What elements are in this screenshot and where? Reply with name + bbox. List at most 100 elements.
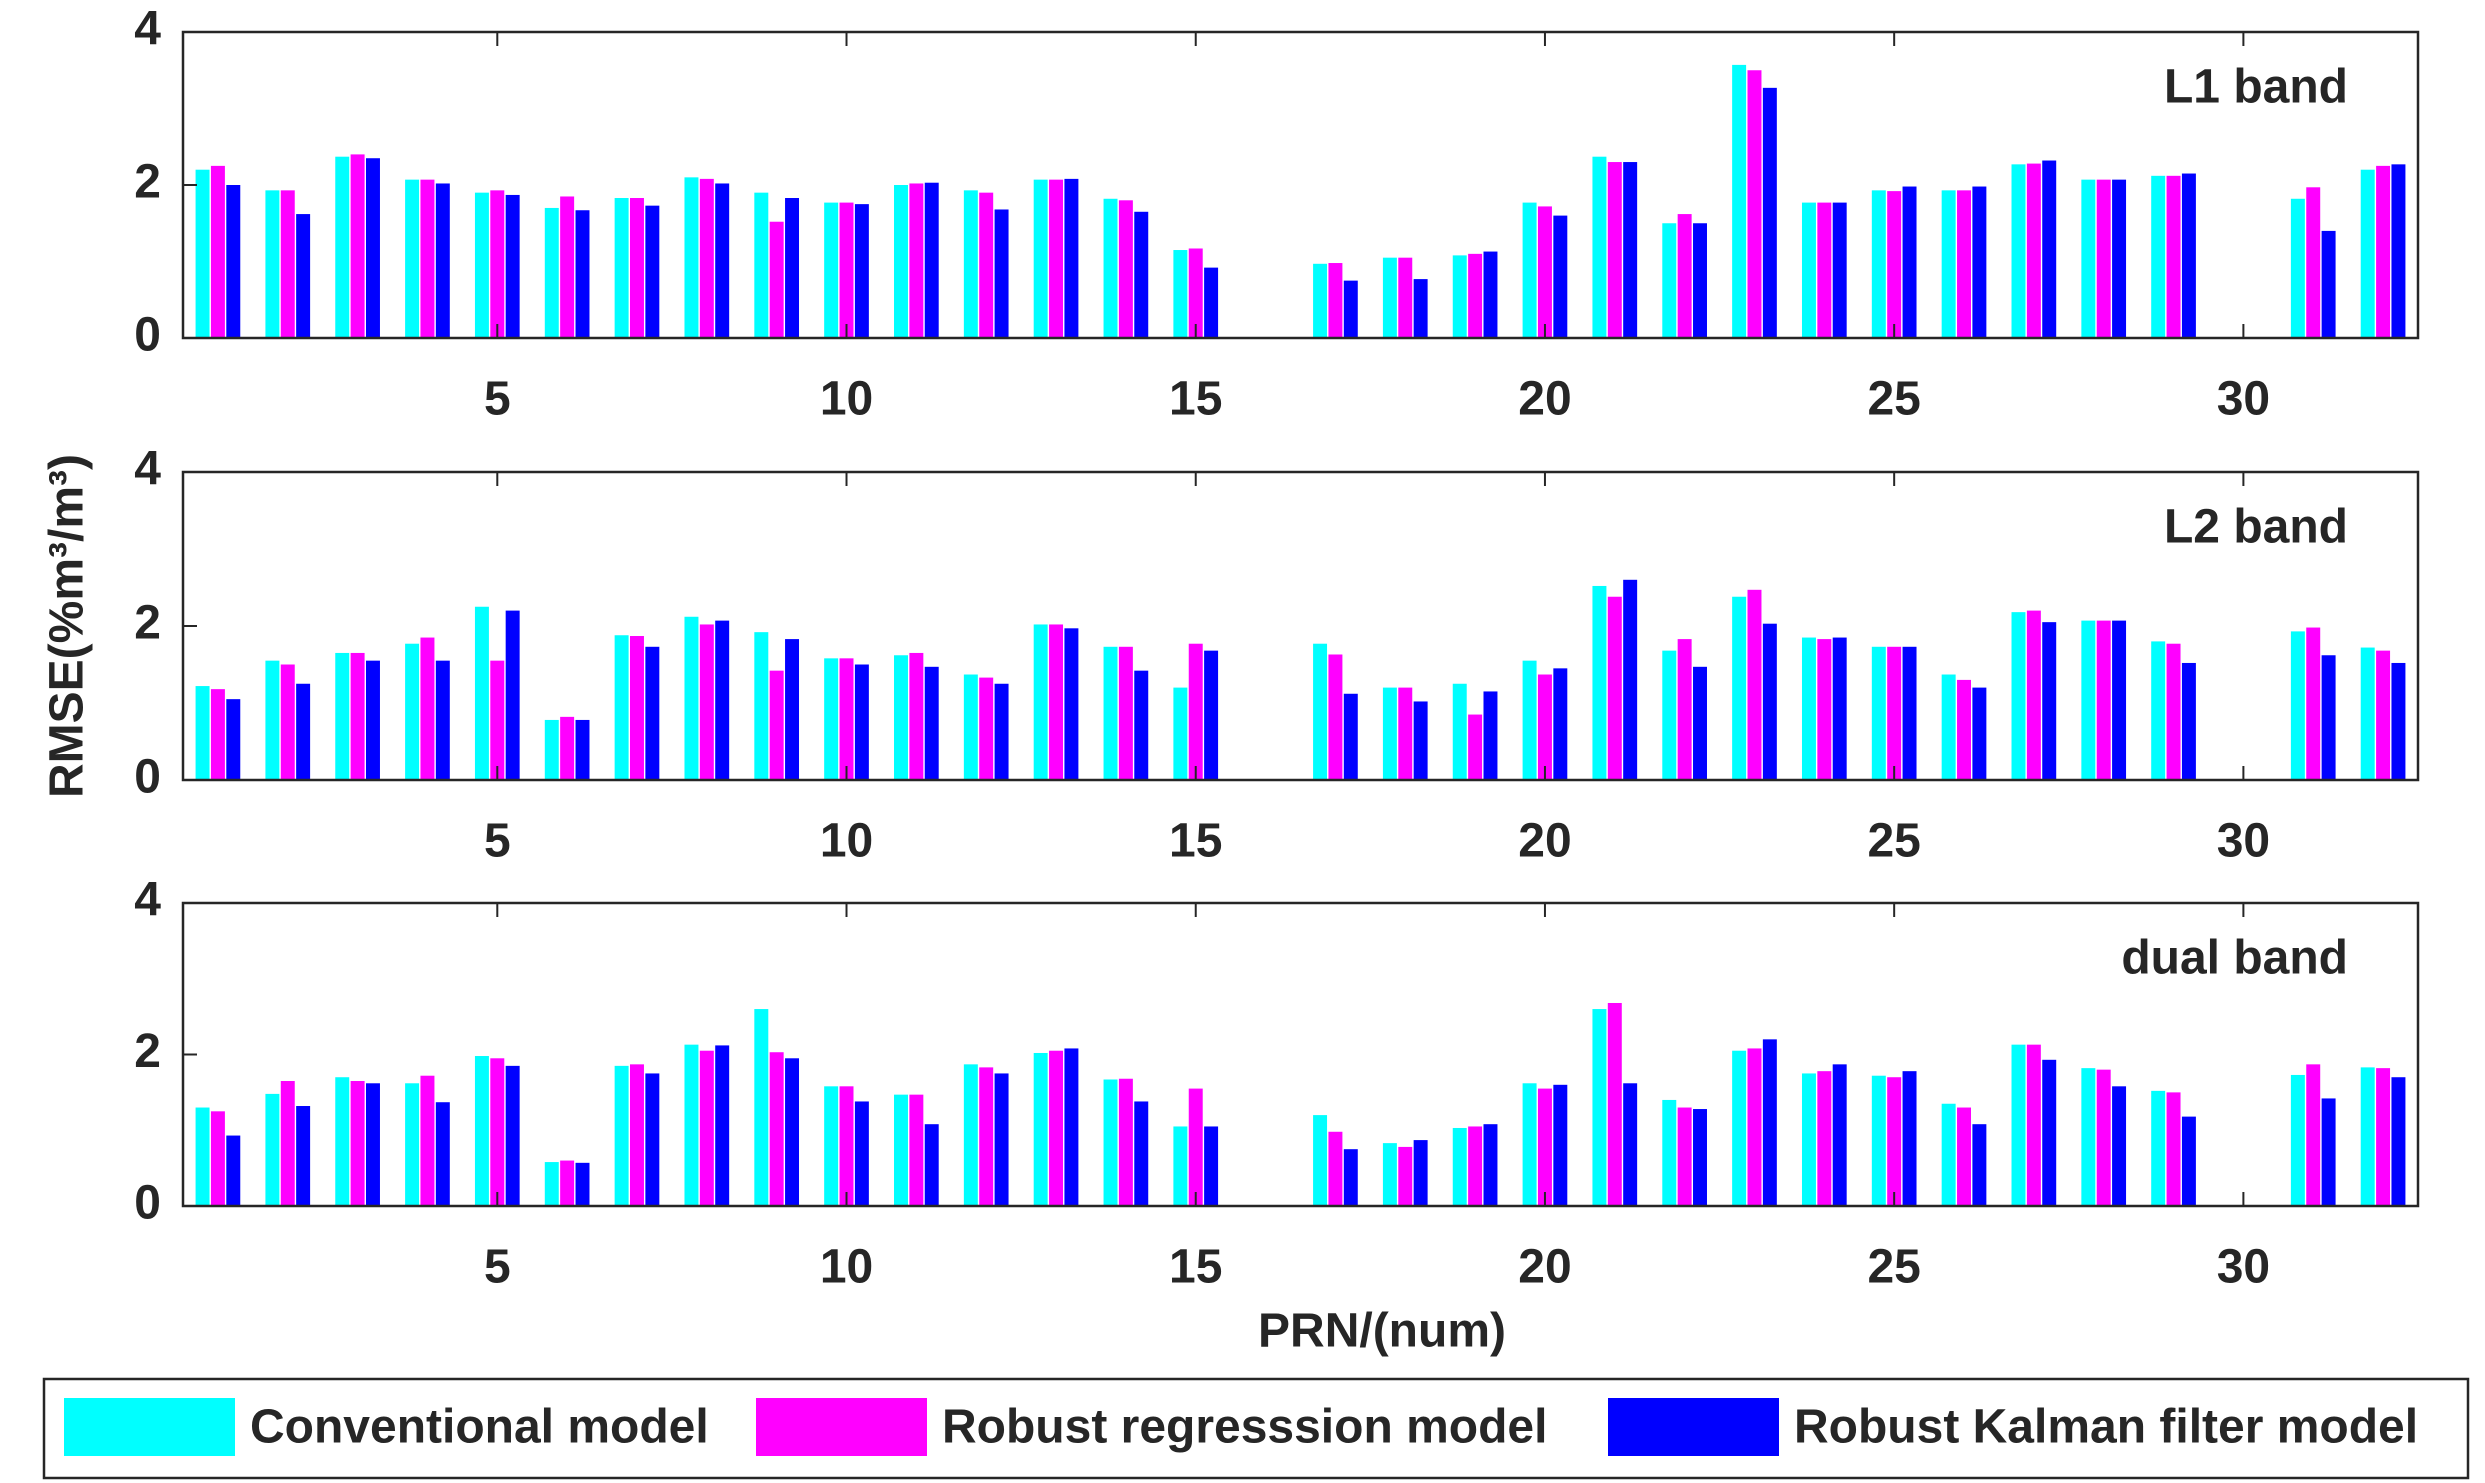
bar <box>2026 1044 2041 1206</box>
bar <box>435 1102 450 1206</box>
bar <box>2306 1064 2321 1206</box>
bar <box>1049 624 1064 780</box>
bar <box>1817 1071 1832 1206</box>
bar <box>963 1064 978 1206</box>
bar <box>1677 214 1692 338</box>
bar <box>2290 631 2305 780</box>
bar <box>1064 628 1079 780</box>
bar <box>684 616 699 780</box>
bar <box>195 169 210 338</box>
bar <box>195 1107 210 1206</box>
legend-swatch <box>1608 1398 1779 1456</box>
bar <box>1188 248 1203 338</box>
bar <box>2360 647 2375 780</box>
bar <box>1483 251 1498 338</box>
bar <box>645 646 660 780</box>
bar <box>560 716 575 780</box>
bar <box>1957 679 1971 780</box>
bar <box>2290 1074 2305 1206</box>
bar <box>2166 175 2181 338</box>
bar <box>1607 596 1622 780</box>
bar <box>296 683 311 780</box>
bar <box>1118 1078 1133 1206</box>
bar <box>894 185 908 338</box>
bar <box>210 1111 225 1206</box>
x-tick-label: 15 <box>1169 815 1222 868</box>
bar <box>1817 202 1832 338</box>
bar <box>1064 1048 1079 1206</box>
bar <box>405 643 420 780</box>
bar <box>684 177 699 338</box>
legend-label: Conventional model <box>250 1401 709 1454</box>
bar <box>1483 1124 1498 1206</box>
bar <box>226 185 241 338</box>
bar <box>699 624 714 780</box>
bar <box>1522 1083 1537 1206</box>
x-tick-label: 30 <box>2217 815 2270 868</box>
bar <box>1801 202 1816 338</box>
bar <box>474 606 489 780</box>
bar <box>1204 267 1219 338</box>
bar <box>226 699 241 780</box>
bar <box>405 1083 420 1206</box>
bar <box>1887 1077 1902 1206</box>
bar <box>350 154 365 338</box>
x-tick-label: 15 <box>1169 373 1222 426</box>
bar <box>785 1058 800 1206</box>
bar <box>1902 1071 1917 1206</box>
bar <box>2011 164 2026 338</box>
bar <box>1693 223 1707 338</box>
x-tick-label: 25 <box>1867 373 1920 426</box>
bar <box>963 674 978 780</box>
bar <box>894 655 908 780</box>
bar <box>715 1045 730 1206</box>
bar <box>1941 1103 1956 1206</box>
bar <box>1064 178 1079 338</box>
bar <box>1871 1075 1886 1206</box>
bar <box>1522 660 1537 780</box>
y-tick-label: 4 <box>134 3 161 56</box>
panel-label: L1 band <box>2164 61 2348 114</box>
bar <box>1732 1050 1747 1206</box>
bar <box>365 660 380 780</box>
bar <box>1382 687 1397 780</box>
panel-label: L2 band <box>2164 501 2348 554</box>
axes-box <box>181 470 2420 782</box>
bar <box>1762 87 1777 338</box>
bar <box>1134 1101 1149 1206</box>
bar <box>909 183 924 338</box>
bar <box>1592 156 1607 338</box>
bar <box>1204 1126 1219 1206</box>
bar <box>1871 190 1886 338</box>
bar <box>2112 620 2127 780</box>
bar <box>575 210 590 338</box>
bar <box>1747 70 1762 338</box>
bar <box>924 1124 939 1206</box>
bar <box>1134 211 1149 338</box>
bar <box>1592 585 1607 780</box>
bar <box>769 670 784 780</box>
bar <box>715 183 730 338</box>
bar <box>1553 1084 1568 1206</box>
bar <box>265 660 280 780</box>
bar <box>1033 179 1048 338</box>
bar <box>1817 639 1832 780</box>
bar <box>2026 610 2041 780</box>
bar <box>505 194 520 338</box>
bar <box>924 666 939 780</box>
bar <box>435 660 450 780</box>
bar <box>1033 1052 1048 1206</box>
bar <box>1118 200 1133 338</box>
bar <box>2096 179 2111 338</box>
bar <box>1693 666 1707 780</box>
bar <box>1468 714 1483 780</box>
bar <box>1732 596 1747 780</box>
bar <box>1553 215 1568 338</box>
bar <box>2096 620 2111 780</box>
bar <box>963 190 978 338</box>
bar <box>894 1094 908 1206</box>
bar <box>490 190 505 338</box>
bar <box>614 635 629 780</box>
